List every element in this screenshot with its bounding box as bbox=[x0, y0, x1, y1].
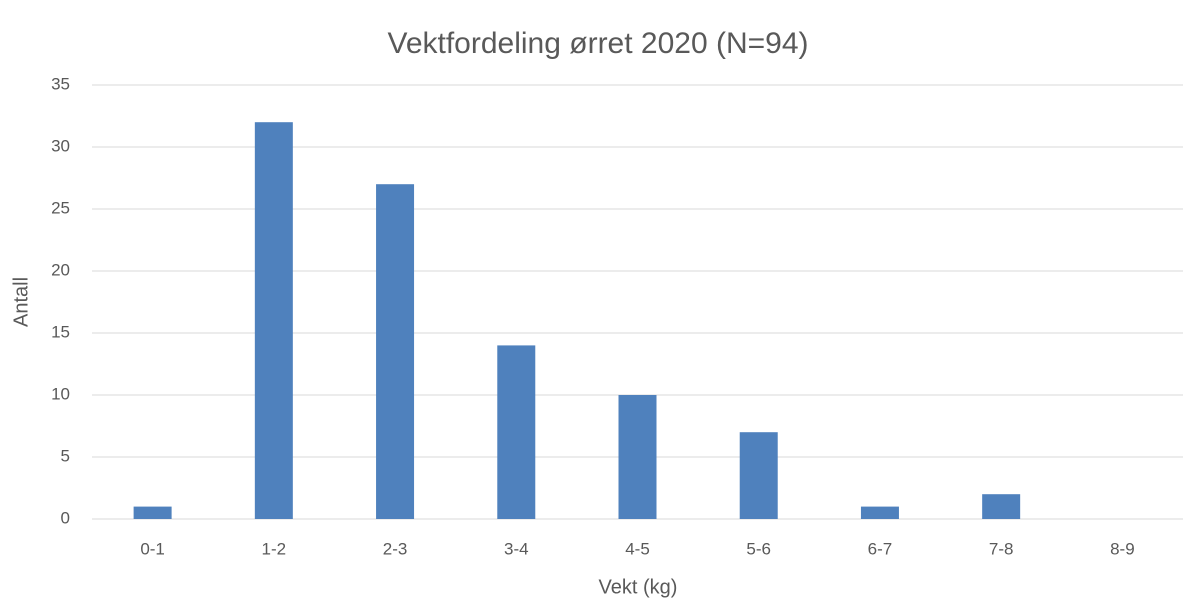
x-tick-label: 4-5 bbox=[625, 539, 650, 558]
bar bbox=[254, 122, 293, 519]
x-tick-label: 5-6 bbox=[746, 539, 771, 558]
y-tick-label: 10 bbox=[51, 384, 70, 403]
x-tick-label: 0-1 bbox=[140, 539, 165, 558]
x-tick-label: 3-4 bbox=[504, 539, 529, 558]
y-tick-label: 0 bbox=[61, 508, 70, 527]
y-tick-label: 20 bbox=[51, 260, 70, 279]
y-tick-label: 35 bbox=[51, 74, 70, 93]
y-tick-label: 5 bbox=[61, 446, 70, 465]
y-axis-label: Antall bbox=[10, 277, 32, 327]
chart-title: Vektfordeling ørret 2020 (N=94) bbox=[387, 27, 808, 60]
bar bbox=[739, 432, 778, 519]
bar bbox=[376, 184, 415, 519]
x-tick-label: 8-9 bbox=[1110, 539, 1135, 558]
x-tick-label: 6-7 bbox=[868, 539, 893, 558]
x-axis-label: Vekt (kg) bbox=[599, 576, 678, 598]
bar bbox=[618, 395, 657, 519]
x-tick-label: 7-8 bbox=[989, 539, 1014, 558]
bar bbox=[860, 506, 899, 519]
y-tick-label: 30 bbox=[51, 136, 70, 155]
x-tick-label: 2-3 bbox=[383, 539, 408, 558]
bar bbox=[982, 494, 1021, 519]
y-tick-label: 25 bbox=[51, 198, 70, 217]
y-tick-label: 15 bbox=[51, 322, 70, 341]
x-tick-label: 1-2 bbox=[262, 539, 287, 558]
bar bbox=[133, 506, 172, 519]
bar bbox=[497, 345, 536, 519]
